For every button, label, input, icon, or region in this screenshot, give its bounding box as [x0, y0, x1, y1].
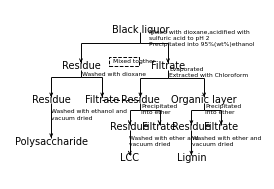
- Text: Washed with ether and
vacuum dried: Washed with ether and vacuum dried: [129, 136, 198, 147]
- Text: Polysaccharide: Polysaccharide: [15, 137, 88, 147]
- Text: Evaporated
Extracted with Chloroform: Evaporated Extracted with Chloroform: [169, 67, 248, 78]
- Text: Precipitated
into ether: Precipitated into ether: [141, 104, 178, 115]
- Text: Residue: Residue: [172, 122, 211, 132]
- Text: Lignin: Lignin: [176, 153, 206, 163]
- Text: Residue: Residue: [110, 122, 149, 132]
- Text: Mixed togther: Mixed togther: [113, 59, 155, 64]
- Text: Residue: Residue: [62, 61, 100, 71]
- Text: Washed with ether and
vacuum dried: Washed with ether and vacuum dried: [192, 136, 262, 147]
- Text: Mixed with dioxane,acidified with
sulfuric acid to pH 2
Precipitated into 95%(wt: Mixed with dioxane,acidified with sulfur…: [149, 30, 255, 47]
- Text: Residue: Residue: [32, 95, 71, 105]
- Text: Precipitated
into ether: Precipitated into ether: [205, 104, 241, 115]
- Text: Washed with dioxane: Washed with dioxane: [82, 72, 146, 77]
- Text: Black liquor: Black liquor: [112, 25, 169, 35]
- Text: LCC: LCC: [120, 153, 139, 163]
- Text: Residue: Residue: [121, 95, 160, 105]
- Text: Filtrate: Filtrate: [151, 61, 185, 71]
- Text: Filtrate: Filtrate: [142, 122, 177, 132]
- Text: Washed with ethanol and
vacuum dried: Washed with ethanol and vacuum dried: [51, 109, 127, 121]
- Text: Filtrate: Filtrate: [85, 95, 119, 105]
- Text: Filtrate: Filtrate: [204, 122, 238, 132]
- Text: Organic layer: Organic layer: [171, 95, 237, 105]
